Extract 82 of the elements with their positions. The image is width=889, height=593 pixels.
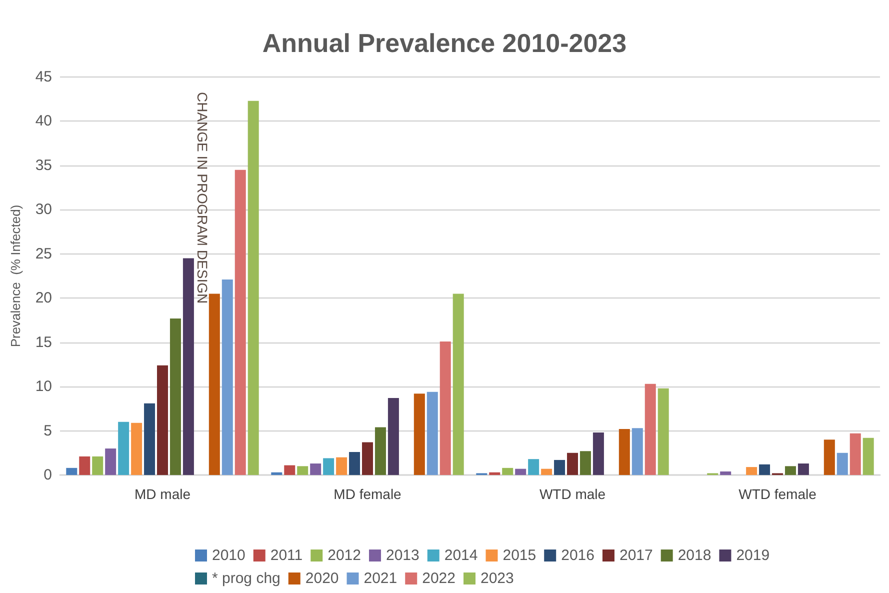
bar [105,448,116,475]
legend-label: 2011 [270,547,303,564]
x-tick-label: MD female [334,486,402,502]
legend-label: 2021 [364,570,398,587]
bar [336,457,348,475]
y-tick-label: 0 [44,466,52,484]
bar [862,438,874,475]
bar [452,294,464,475]
y-tick-label: 25 [35,245,52,262]
bar [118,422,130,475]
bar [515,468,526,475]
bar [66,468,78,475]
bar [170,318,181,475]
bar [426,392,438,475]
bar [182,258,194,475]
bar [720,471,732,475]
bar [248,100,259,475]
legend-label: 2014 [444,547,478,564]
legend-label: 2017 [619,547,653,564]
legend-label: 2015 [502,547,536,564]
bar [144,403,156,475]
legend-label: 2023 [480,570,514,587]
x-tick-label: WTD female [738,486,817,502]
bar [79,456,90,475]
bar [440,341,451,475]
bar [284,465,296,475]
legend-label: 2022 [422,570,456,587]
bar [131,422,142,475]
legend-label: 2012 [328,547,361,564]
bar [271,472,282,475]
bar [644,384,656,475]
bar [208,294,220,475]
bar [824,440,835,475]
bar [850,433,861,475]
bar [362,442,373,475]
y-axis-title: Prevalence (% Infected) [8,204,23,348]
legend-label: 2010 [212,547,246,564]
bar [836,452,848,475]
bar [618,429,630,475]
bar [388,398,399,475]
legend-label: 2020 [305,570,339,587]
bar [502,468,514,475]
legend-label: 2018 [678,547,712,564]
y-tick-label: 20 [35,290,52,307]
bar [541,468,552,475]
bar [746,467,758,475]
legend-label: 2019 [736,547,770,564]
bar [222,280,233,475]
bar [323,458,334,475]
y-tick-label: 5 [44,422,52,440]
bar [374,427,386,475]
legend-label: 2013 [386,547,420,564]
bar [759,464,770,475]
y-tick-label: 45 [35,68,52,86]
bar [297,466,308,475]
bar [592,432,604,475]
y-tick-label: 35 [35,156,52,174]
x-tick-label: WTD male [539,486,606,502]
y-tick-label: 40 [35,112,52,130]
bar [157,365,168,475]
y-tick-label: 15 [35,334,52,351]
legend-label: * prog chg [212,570,280,587]
bar [632,428,643,475]
annotation: CHANGE IN PROGRAM DESIGN [194,92,210,304]
bar [567,452,578,475]
bar [92,456,104,475]
bar [310,464,322,475]
bar [489,472,500,475]
chart-title: Annual Prevalence 2010-2023 [262,28,627,58]
bar [580,451,591,475]
bar [554,460,566,475]
bar [234,170,246,475]
bar [528,459,540,475]
legend-label: 2016 [561,547,594,564]
bar [349,452,360,475]
bar [798,464,809,475]
x-tick-label: MD male [134,486,191,502]
bar [658,388,669,475]
bar [784,466,796,475]
y-tick-label: 30 [35,201,52,218]
y-tick-label: 10 [35,378,52,396]
bar [414,394,425,475]
